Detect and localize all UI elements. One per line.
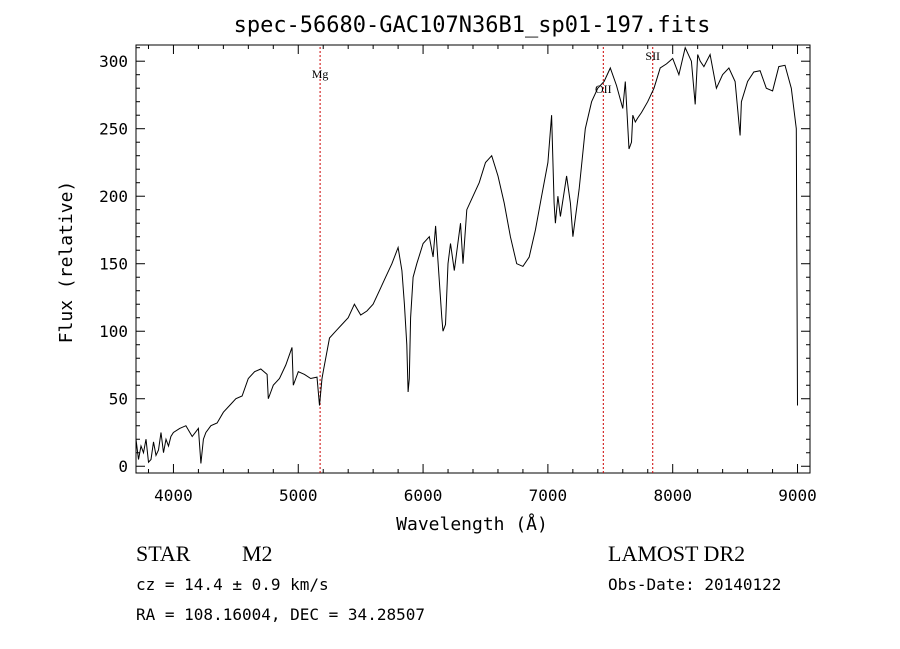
x-tick-label: 6000	[404, 486, 443, 505]
x-tick-label: 5000	[279, 486, 318, 505]
plot-frame	[135, 44, 811, 474]
line-markers: Mg OII SII	[312, 47, 660, 473]
y-tick-label: 50	[109, 390, 128, 409]
x-axis: 4000 5000 6000 7000 8000 9000	[147, 45, 817, 505]
x-tick-label: 4000	[154, 486, 193, 505]
object-class: STAR	[136, 541, 191, 566]
line-marker-label: SII	[645, 49, 660, 63]
chart-title: spec-56680-GAC107N36B1_sp01-197.fits	[234, 13, 711, 38]
y-tick-label: 0	[118, 457, 128, 476]
y-tick-label: 150	[99, 255, 128, 274]
x-tick-label: 7000	[529, 486, 568, 505]
y-tick-label: 300	[99, 52, 128, 71]
coordinates: RA = 108.16004, DEC = 34.28507	[136, 605, 425, 624]
y-axis: 0 50 100 150 200 250 300	[99, 47, 810, 476]
y-axis-label: Flux (relative)	[56, 181, 77, 344]
x-tick-label: 9000	[778, 486, 817, 505]
observation-date: Obs-Date: 20140122	[608, 575, 781, 594]
x-axis-label: Wavelength (Å)	[396, 513, 548, 535]
redshift-cz: cz = 14.4 ± 0.9 km/s	[136, 575, 329, 594]
y-tick-label: 100	[99, 322, 128, 341]
object-subclass: M2	[242, 541, 273, 566]
line-marker-label: OII	[595, 82, 612, 96]
data-release: LAMOST DR2	[608, 541, 745, 566]
line-marker-label: Mg	[312, 67, 329, 81]
spectrum-series-line	[135, 46, 798, 464]
y-tick-label: 200	[99, 187, 128, 206]
x-tick-label: 8000	[653, 486, 692, 505]
y-tick-label: 250	[99, 120, 128, 139]
